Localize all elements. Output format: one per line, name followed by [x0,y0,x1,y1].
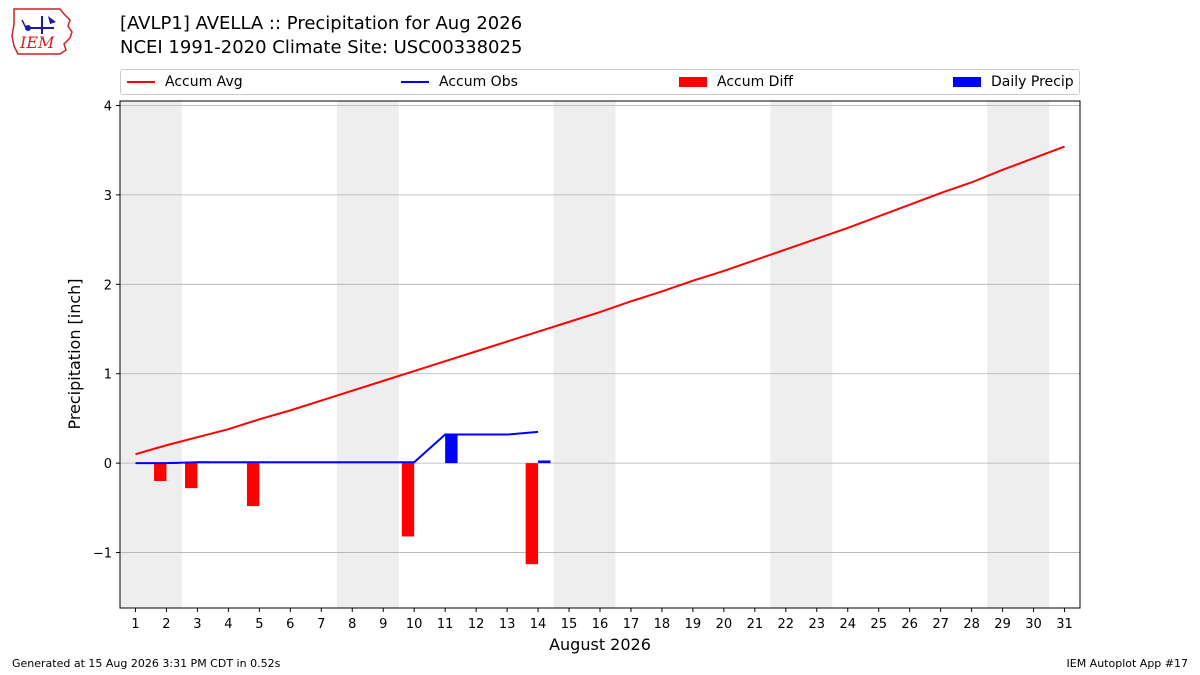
daily-precip-bar [538,460,551,464]
x-tick-label: 27 [932,617,949,632]
x-tick-label: 22 [778,617,795,632]
x-tick-label: 12 [468,617,485,632]
x-tick-label: 9 [379,617,387,632]
x-axis-label: August 2026 [549,635,651,654]
y-axis: −1 0 1 2 3 4 [93,99,120,562]
generated-timestamp: Generated at 15 Aug 2026 3:31 PM CDT in … [12,657,281,670]
logo-text: IEM [19,33,55,52]
x-tick-label: 25 [870,617,887,632]
x-tick-label: 5 [255,617,263,632]
accum-diff-bar [401,463,415,537]
x-tick-label: 3 [193,617,201,632]
daily-precip-bar [445,435,458,464]
legend-label-accum-obs: Accum Obs [439,74,518,90]
x-tick-label: 14 [530,617,547,632]
y-tick-label: 3 [104,189,112,204]
legend-swatch-daily-precip [953,77,981,87]
x-tick-label: 24 [839,617,856,632]
y-tick-label: −1 [93,547,112,562]
legend-item-daily-precip: Daily Precip [953,70,1074,94]
x-tick-label: 17 [623,617,640,632]
x-tick-label: 20 [716,617,733,632]
accum-avg-line [135,145,1065,456]
legend-item-accum-obs: Accum Obs [401,70,518,94]
accum-diff-bar [185,463,198,489]
x-tick-label: 19 [685,617,702,632]
x-tick-label: 8 [348,617,356,632]
weekend-shading [120,101,1050,608]
legend-item-accum-avg: Accum Avg [127,70,243,94]
legend-item-accum-diff: Accum Diff [679,70,793,94]
chart-title: [AVLP1] AVELLA :: Precipitation for Aug … [120,13,523,34]
weekend-band [553,101,616,608]
legend-swatch-accum-avg [127,81,155,83]
legend: Accum Avg Accum Obs Accum Diff Daily Pre… [120,69,1080,95]
chart-subtitle: NCEI 1991-2020 Climate Site: USC00338025 [120,37,523,58]
x-tick-label: 11 [437,617,454,632]
accum-obs-line [135,430,539,465]
y-tick-label: 4 [104,99,112,114]
iem-logo-icon: IEM [11,8,73,55]
x-tick-label: 15 [561,617,578,632]
x-tick-label: 30 [1025,617,1042,632]
legend-label-daily-precip: Daily Precip [991,74,1074,90]
legend-swatch-accum-diff [679,77,707,87]
weekend-band [336,101,399,608]
x-tick-label: 23 [809,617,826,632]
app-id: IEM Autoplot App #17 [1066,657,1189,670]
y-tick-label: 1 [104,368,112,383]
x-tick-label: 26 [901,617,918,632]
x-tick-label: 21 [747,617,764,632]
line-series [135,145,1065,465]
y-axis-label: Precipitation [inch] [65,278,84,429]
legend-label-accum-avg: Accum Avg [165,74,243,90]
y-tick-label: 2 [104,278,112,293]
x-axis: 1 2 3 4 5 6 7 8 9 10 11 12 13 14 15 16 17 18 19 20 21 22 23 24 2… [131,608,1073,632]
x-tick-label: 31 [1056,617,1073,632]
x-tick-label: 10 [406,617,423,632]
x-tick-label: 6 [286,617,294,632]
x-tick-label: 13 [499,617,516,632]
weekend-band [120,101,182,608]
accum-diff-bar [154,463,167,482]
x-tick-label: 2 [162,617,170,632]
y-tick-label: 0 [104,457,112,472]
legend-label-accum-diff: Accum Diff [717,74,794,90]
weekend-band [987,101,1050,608]
x-tick-label: 16 [592,617,609,632]
accum-diff-bar [525,463,539,565]
x-tick-label: 29 [994,617,1011,632]
x-tick-label: 18 [654,617,671,632]
x-tick-label: 7 [317,617,325,632]
iem-logo: IEM [8,6,78,58]
x-tick-label: 1 [131,617,139,632]
weekend-band [770,101,833,608]
x-tick-label: 28 [963,617,980,632]
x-tick-label: 4 [224,617,232,632]
legend-swatch-accum-obs [401,81,429,83]
accum-diff-bar [246,463,260,507]
